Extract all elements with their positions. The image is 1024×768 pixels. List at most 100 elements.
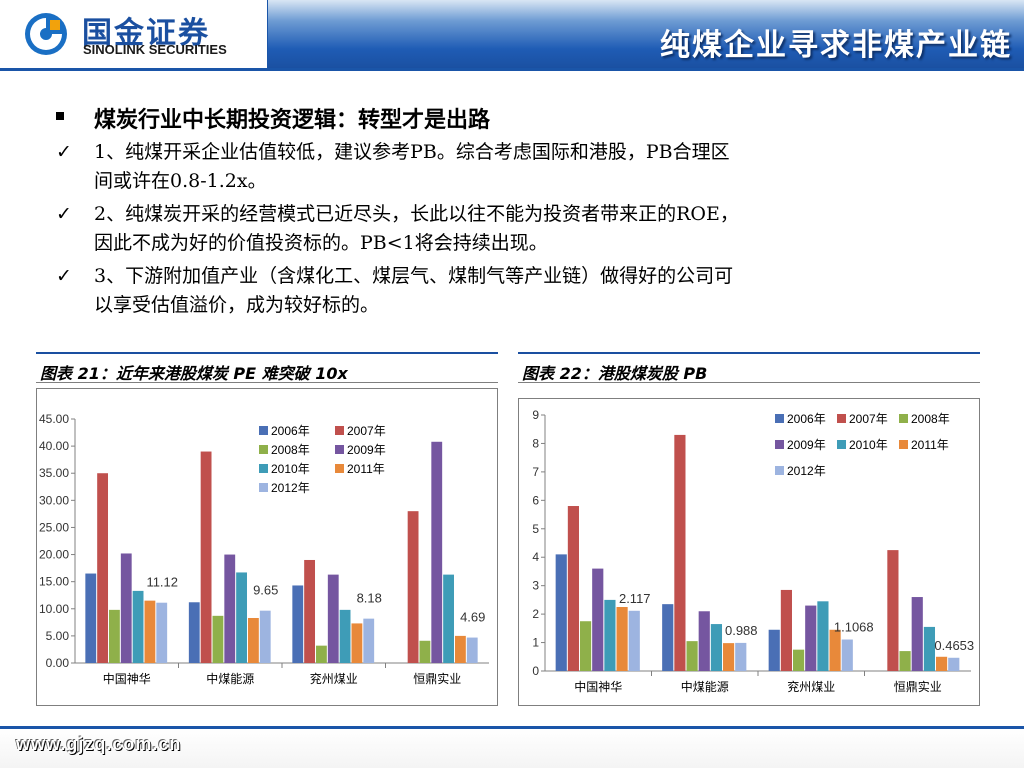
legend-label: 2007年 (347, 424, 386, 438)
bar-2009年 (431, 441, 443, 663)
y-tick-label: 25.00 (39, 520, 69, 534)
bullet-item: ✓ 3、下游附加值产业（含煤化工、煤层气、煤制气等产业链）做得好的公司可 以享受… (56, 262, 976, 320)
bar-2012年 (363, 618, 375, 663)
y-tick-label: 9 (532, 408, 539, 422)
legend-label: 2011年 (911, 438, 949, 452)
category-label: 恒鼎实业 (894, 679, 942, 694)
header-band (268, 0, 1024, 70)
header-divider (0, 68, 1024, 71)
y-tick-label: 5.00 (46, 629, 70, 643)
legend-label: 2006年 (787, 412, 826, 426)
chart-title: 图表 21：近年来港股煤炭 PE 难突破 10x (40, 364, 348, 383)
bar-2006年 (768, 629, 780, 671)
checkmark-icon: ✓ (56, 265, 72, 287)
y-tick-label: 4 (532, 550, 539, 564)
bar-2007年 (97, 473, 109, 663)
category-label: 中国神华 (103, 671, 151, 686)
bullet-line: 2、纯煤炭开采的经营模式已近尽头，长此以往不能为投资者带来正的ROE， (94, 203, 739, 225)
bullet-item: ✓ 1、纯煤开采企业估值较低，建议参考PB。综合考虑国际和港股，PB合理区 间或… (56, 138, 976, 196)
data-label: 1.1068 (834, 620, 874, 635)
bar-2010年 (339, 609, 351, 663)
bar-2010年 (923, 626, 936, 671)
bullet-item: ✓ 2、纯煤炭开采的经营模式已近尽头，长此以往不能为投资者带来正的ROE， 因此… (56, 200, 976, 258)
data-label: 4.69 (460, 610, 485, 625)
page-title: 纯煤企业寻求非煤产业链 (660, 28, 1012, 63)
footer-url: www.gjzq.com.cn (16, 734, 182, 754)
bar-2012年 (841, 639, 853, 671)
company-logo-icon (25, 13, 67, 55)
category-label: 中煤能源 (681, 679, 729, 694)
bar-2009年 (911, 597, 923, 671)
y-tick-label: 30.00 (39, 493, 69, 507)
y-tick-label: 0.00 (46, 656, 70, 670)
legend-label: 2011年 (347, 462, 385, 476)
bar-2007年 (407, 511, 419, 663)
category-label: 兖州煤业 (310, 671, 358, 686)
data-label: 8.18 (357, 591, 382, 606)
bar-2008年 (686, 641, 698, 671)
data-label: 9.65 (253, 583, 278, 598)
bar-2008年 (579, 621, 592, 671)
pe-chart: 0.00 5.00 10.00 15.00 20.00 25.00 30.00 35.00 40… (39, 412, 489, 686)
legend-label: 2009年 (787, 438, 826, 452)
bar-2008年 (419, 640, 431, 663)
footer-background (0, 729, 1024, 768)
y-tick-label: 20.00 (39, 548, 69, 562)
data-label: 2.117 (619, 591, 651, 606)
bar-2010年 (604, 599, 616, 671)
bar-2007年 (200, 451, 212, 663)
chart-title-underline (518, 382, 980, 383)
bar-2011年 (723, 643, 735, 671)
pe-chart-panel: 0.00 5.00 10.00 15.00 20.00 25.00 30.00 35.00 40… (36, 388, 498, 706)
bullet-line: 1、纯煤开采企业估值较低，建议参考PB。综合考虑国际和港股，PB合理区 (94, 141, 730, 163)
bar-2007年 (674, 434, 686, 671)
category-label: 中煤能源 (206, 671, 254, 686)
pb-chart: 0 1 2 3 4 5 6 7 8 9 中国神华 2.117 中煤能源 0.988 兖州煤业 1.1068 恒鼎… (532, 408, 974, 694)
y-tick-label: 45.00 (39, 412, 69, 426)
bar-2009年 (805, 605, 817, 671)
legend-label: 2012年 (787, 464, 826, 478)
bar-2008年 (316, 645, 327, 663)
legend-label: 2006年 (271, 424, 310, 438)
checkmark-icon: ✓ (56, 141, 72, 163)
bar-2008年 (899, 651, 911, 671)
bullet-list: 煤炭行业中长期投资逻辑：转型才是出路 ✓ 1、纯煤开采企业估值较低，建议参考PB… (56, 102, 976, 320)
legend-label: 2007年 (849, 412, 888, 426)
bar-2011年 (247, 617, 259, 663)
legend-swatch (259, 483, 268, 492)
legend-swatch (899, 440, 908, 449)
y-tick-label: 6 (532, 493, 539, 507)
bar-2010年 (236, 572, 247, 663)
legend-swatch (775, 440, 784, 449)
y-tick-label: 35.00 (39, 466, 69, 480)
bar-2006年 (292, 585, 304, 663)
bullet-heading: 煤炭行业中长期投资逻辑：转型才是出路 (56, 102, 976, 134)
bar-2010年 (710, 624, 723, 671)
bar-2011年 (829, 629, 841, 671)
bar-2009年 (224, 554, 236, 663)
y-tick-label: 7 (532, 465, 539, 479)
y-tick-label: 5 (532, 522, 539, 536)
bar-2011年 (616, 607, 628, 671)
bar-2012年 (156, 602, 168, 663)
bar-2007年 (887, 550, 899, 671)
bar-2007年 (567, 506, 579, 671)
bar-2012年 (628, 610, 640, 671)
y-tick-label: 0 (532, 664, 539, 678)
bar-2010年 (132, 590, 144, 663)
header: 国金证券 SINOLINK SECURITIES 纯煤企业寻求非煤产业链 (0, 0, 1024, 71)
y-tick-label: 8 (532, 436, 539, 450)
bar-2011年 (454, 635, 466, 663)
legend-swatch (335, 464, 344, 473)
legend-swatch (899, 414, 908, 423)
legend-swatch (837, 440, 846, 449)
bar-2012年 (466, 637, 478, 663)
legend-label: 2010年 (849, 438, 888, 452)
bullet-line: 以享受估值溢价，成为较好标的。 (94, 294, 380, 316)
bullet-line: 3、下游附加值产业（含煤化工、煤层气、煤制气等产业链）做得好的公司可 (94, 265, 734, 287)
bar-2012年 (259, 610, 271, 663)
legend-label: 2008年 (271, 443, 310, 457)
checkmark-icon: ✓ (56, 203, 72, 225)
legend-swatch (259, 445, 268, 454)
bar-2007年 (780, 589, 792, 671)
